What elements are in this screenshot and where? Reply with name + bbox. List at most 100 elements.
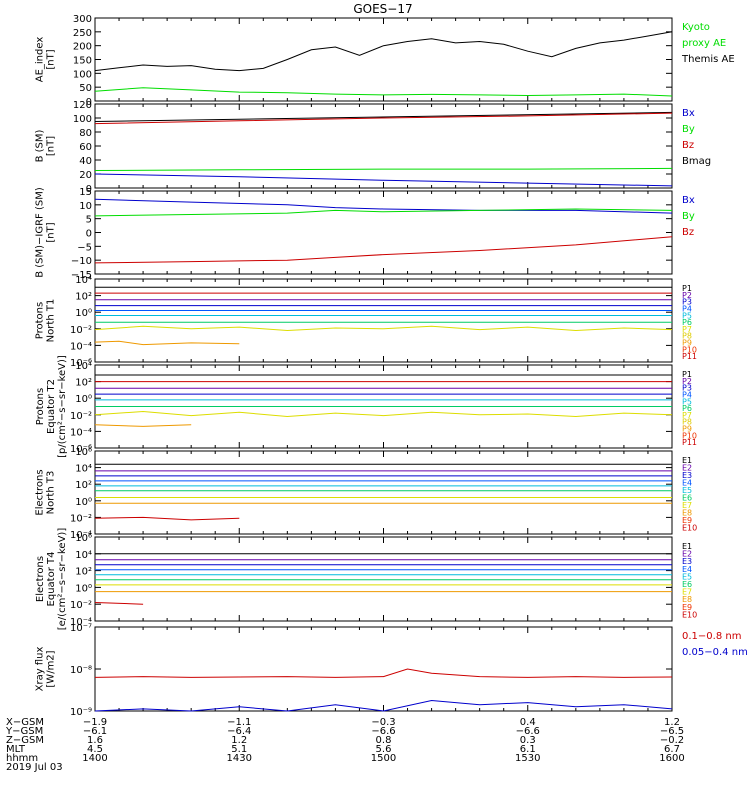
legend-entry: E9 — [682, 516, 692, 525]
legend-entry: Bz — [682, 227, 694, 238]
footer-cell: 6.1 — [520, 744, 536, 755]
y-axis-label: [nT] — [46, 136, 57, 156]
y-tick-label: 10⁻⁴ — [70, 341, 92, 352]
footer-cell: 1430 — [227, 753, 252, 764]
legend-entry: P6 — [682, 318, 692, 327]
legend-entry: Themis AE — [681, 54, 735, 65]
footer-cell: −0.3 — [371, 717, 395, 728]
legend-entry: E8 — [682, 595, 692, 604]
panel-7: 10⁻⁴ 10⁻² 10⁰ 10² 10⁴ 10⁶ Electrons Equator T4[… — [35, 528, 697, 631]
legend-entry: Bx — [682, 195, 695, 206]
y-axis-label: [p/(cm²−s−sr−keV)] — [57, 355, 68, 458]
y-tick-label: 20 — [79, 170, 92, 181]
legend-entry: E3 — [682, 471, 692, 480]
y-tick-label: 10² — [75, 480, 92, 491]
y-tick-label: −10 — [71, 256, 92, 267]
series-line-by — [94, 167, 673, 171]
legend-entry: P8 — [682, 418, 692, 427]
footer-row-label: X−GSM — [6, 717, 44, 728]
legend-entry: E4 — [682, 565, 692, 574]
legend-entry: Bz — [682, 140, 694, 151]
footer-cell: 1530 — [515, 753, 540, 764]
series-line-bx — [94, 198, 673, 214]
legend-entry: P7 — [682, 325, 692, 334]
footer-cell: −0.2 — [660, 735, 684, 746]
legend-entry: P2 — [682, 377, 692, 386]
y-tick-label: 0 — [86, 97, 92, 108]
panel-4: 10⁻⁶ 10⁻⁴ 10⁻² 10⁰ 10² 10⁴ Protons North T1 P1P2… — [35, 275, 698, 369]
legend-entry: E1 — [682, 542, 692, 551]
panel-8: 10⁻⁹ 10⁻⁸ 10⁻⁷ Xray flux [W/m2] 0.1−0.8 nm 0.0… — [35, 623, 748, 718]
legend-entry: P7 — [682, 411, 692, 420]
y-tick-label: 10⁴ — [75, 550, 92, 561]
y-tick-label: 120 — [73, 100, 92, 111]
y-tick-label: 10⁻² — [70, 325, 92, 336]
series-line-bz — [94, 236, 673, 264]
legend-entry: E5 — [682, 486, 692, 495]
y-tick-label: 250 — [73, 28, 92, 39]
legend-entry: E8 — [682, 509, 692, 518]
legend-entry: E4 — [682, 479, 692, 488]
y-axis-label: B (SM)−IGRF (SM) — [35, 187, 46, 278]
footer-cell: 5.6 — [376, 744, 392, 755]
footer-cell: −6.6 — [516, 726, 540, 737]
y-tick-label: 60 — [79, 142, 92, 153]
legend-entry: E9 — [682, 603, 692, 612]
y-tick-label: 0 — [86, 184, 92, 195]
legend-entry: P10 — [682, 431, 697, 440]
footer-cell: 0.8 — [376, 735, 392, 746]
series-line-p7 — [94, 410, 673, 418]
legend-entry: P9 — [682, 339, 692, 348]
y-tick-label: 10⁰ — [75, 497, 92, 508]
y-tick-label: 80 — [79, 128, 92, 139]
y-tick-label: 10⁰ — [75, 308, 92, 319]
y-tick-label: 10² — [75, 292, 92, 303]
footer-row-label: Z−GSM — [6, 735, 44, 746]
y-tick-label: 10⁻⁴ — [70, 617, 92, 628]
y-tick-label: −5 — [77, 242, 92, 253]
y-tick-label: 10⁴ — [75, 275, 92, 286]
legend-entry: By — [682, 124, 695, 135]
footer-cell: −6.5 — [660, 726, 684, 737]
footer-row-label: hhmm — [6, 753, 38, 764]
legend-entry: By — [682, 211, 695, 222]
y-axis-label: North T1 — [46, 299, 57, 343]
legend-entry: P11 — [682, 352, 697, 361]
y-tick-label: 10⁻⁴ — [70, 530, 92, 541]
y-tick-label: 10⁻² — [70, 513, 92, 524]
legend-entry: Bmag — [682, 156, 711, 167]
y-tick-label: 10⁰ — [75, 583, 92, 594]
y-axis-label: Equator T2 — [46, 379, 57, 434]
y-axis-label: B (SM) — [35, 129, 46, 162]
y-axis-label: Electrons — [35, 556, 46, 602]
footer-cell: −1.1 — [227, 717, 251, 728]
footer-cell: 1500 — [371, 753, 396, 764]
footer-cell: 4.5 — [87, 744, 103, 755]
y-tick-label: 150 — [73, 56, 92, 67]
legend-entry: P3 — [682, 298, 692, 307]
footer-row-label: Y−GSM — [5, 726, 43, 737]
y-tick-label: 10⁶ — [75, 533, 92, 544]
legend-entry: P9 — [682, 425, 692, 434]
legend-entry: 0.1−0.8 nm — [682, 631, 741, 642]
legend-entry: E7 — [682, 588, 692, 597]
footer-cell: 5.1 — [231, 744, 247, 755]
footer-cell: 1.6 — [87, 735, 103, 746]
y-tick-label: 10² — [75, 567, 92, 578]
y-tick-label: 15 — [79, 187, 92, 198]
y-tick-label: 10⁻⁹ — [70, 707, 92, 718]
y-tick-label: 10⁴ — [75, 361, 92, 372]
y-axis-label: [W/m2] — [46, 650, 57, 687]
legend-entry: E2 — [682, 550, 692, 559]
footer-cell: −6.4 — [227, 726, 251, 737]
panel-frame — [94, 450, 673, 535]
footer-cell: 0.4 — [520, 717, 536, 728]
legend-entry: E6 — [682, 580, 692, 589]
chart-title: GOES−17 — [353, 2, 412, 16]
series-line-0-1-0-8-nm — [94, 668, 673, 678]
panel-2: 0 20 40 60 80 100 120 B (SM) [nT] Bx By Bz Bmag — [35, 100, 712, 195]
panel-frame — [94, 536, 673, 622]
y-tick-label: 10⁻² — [70, 600, 92, 611]
